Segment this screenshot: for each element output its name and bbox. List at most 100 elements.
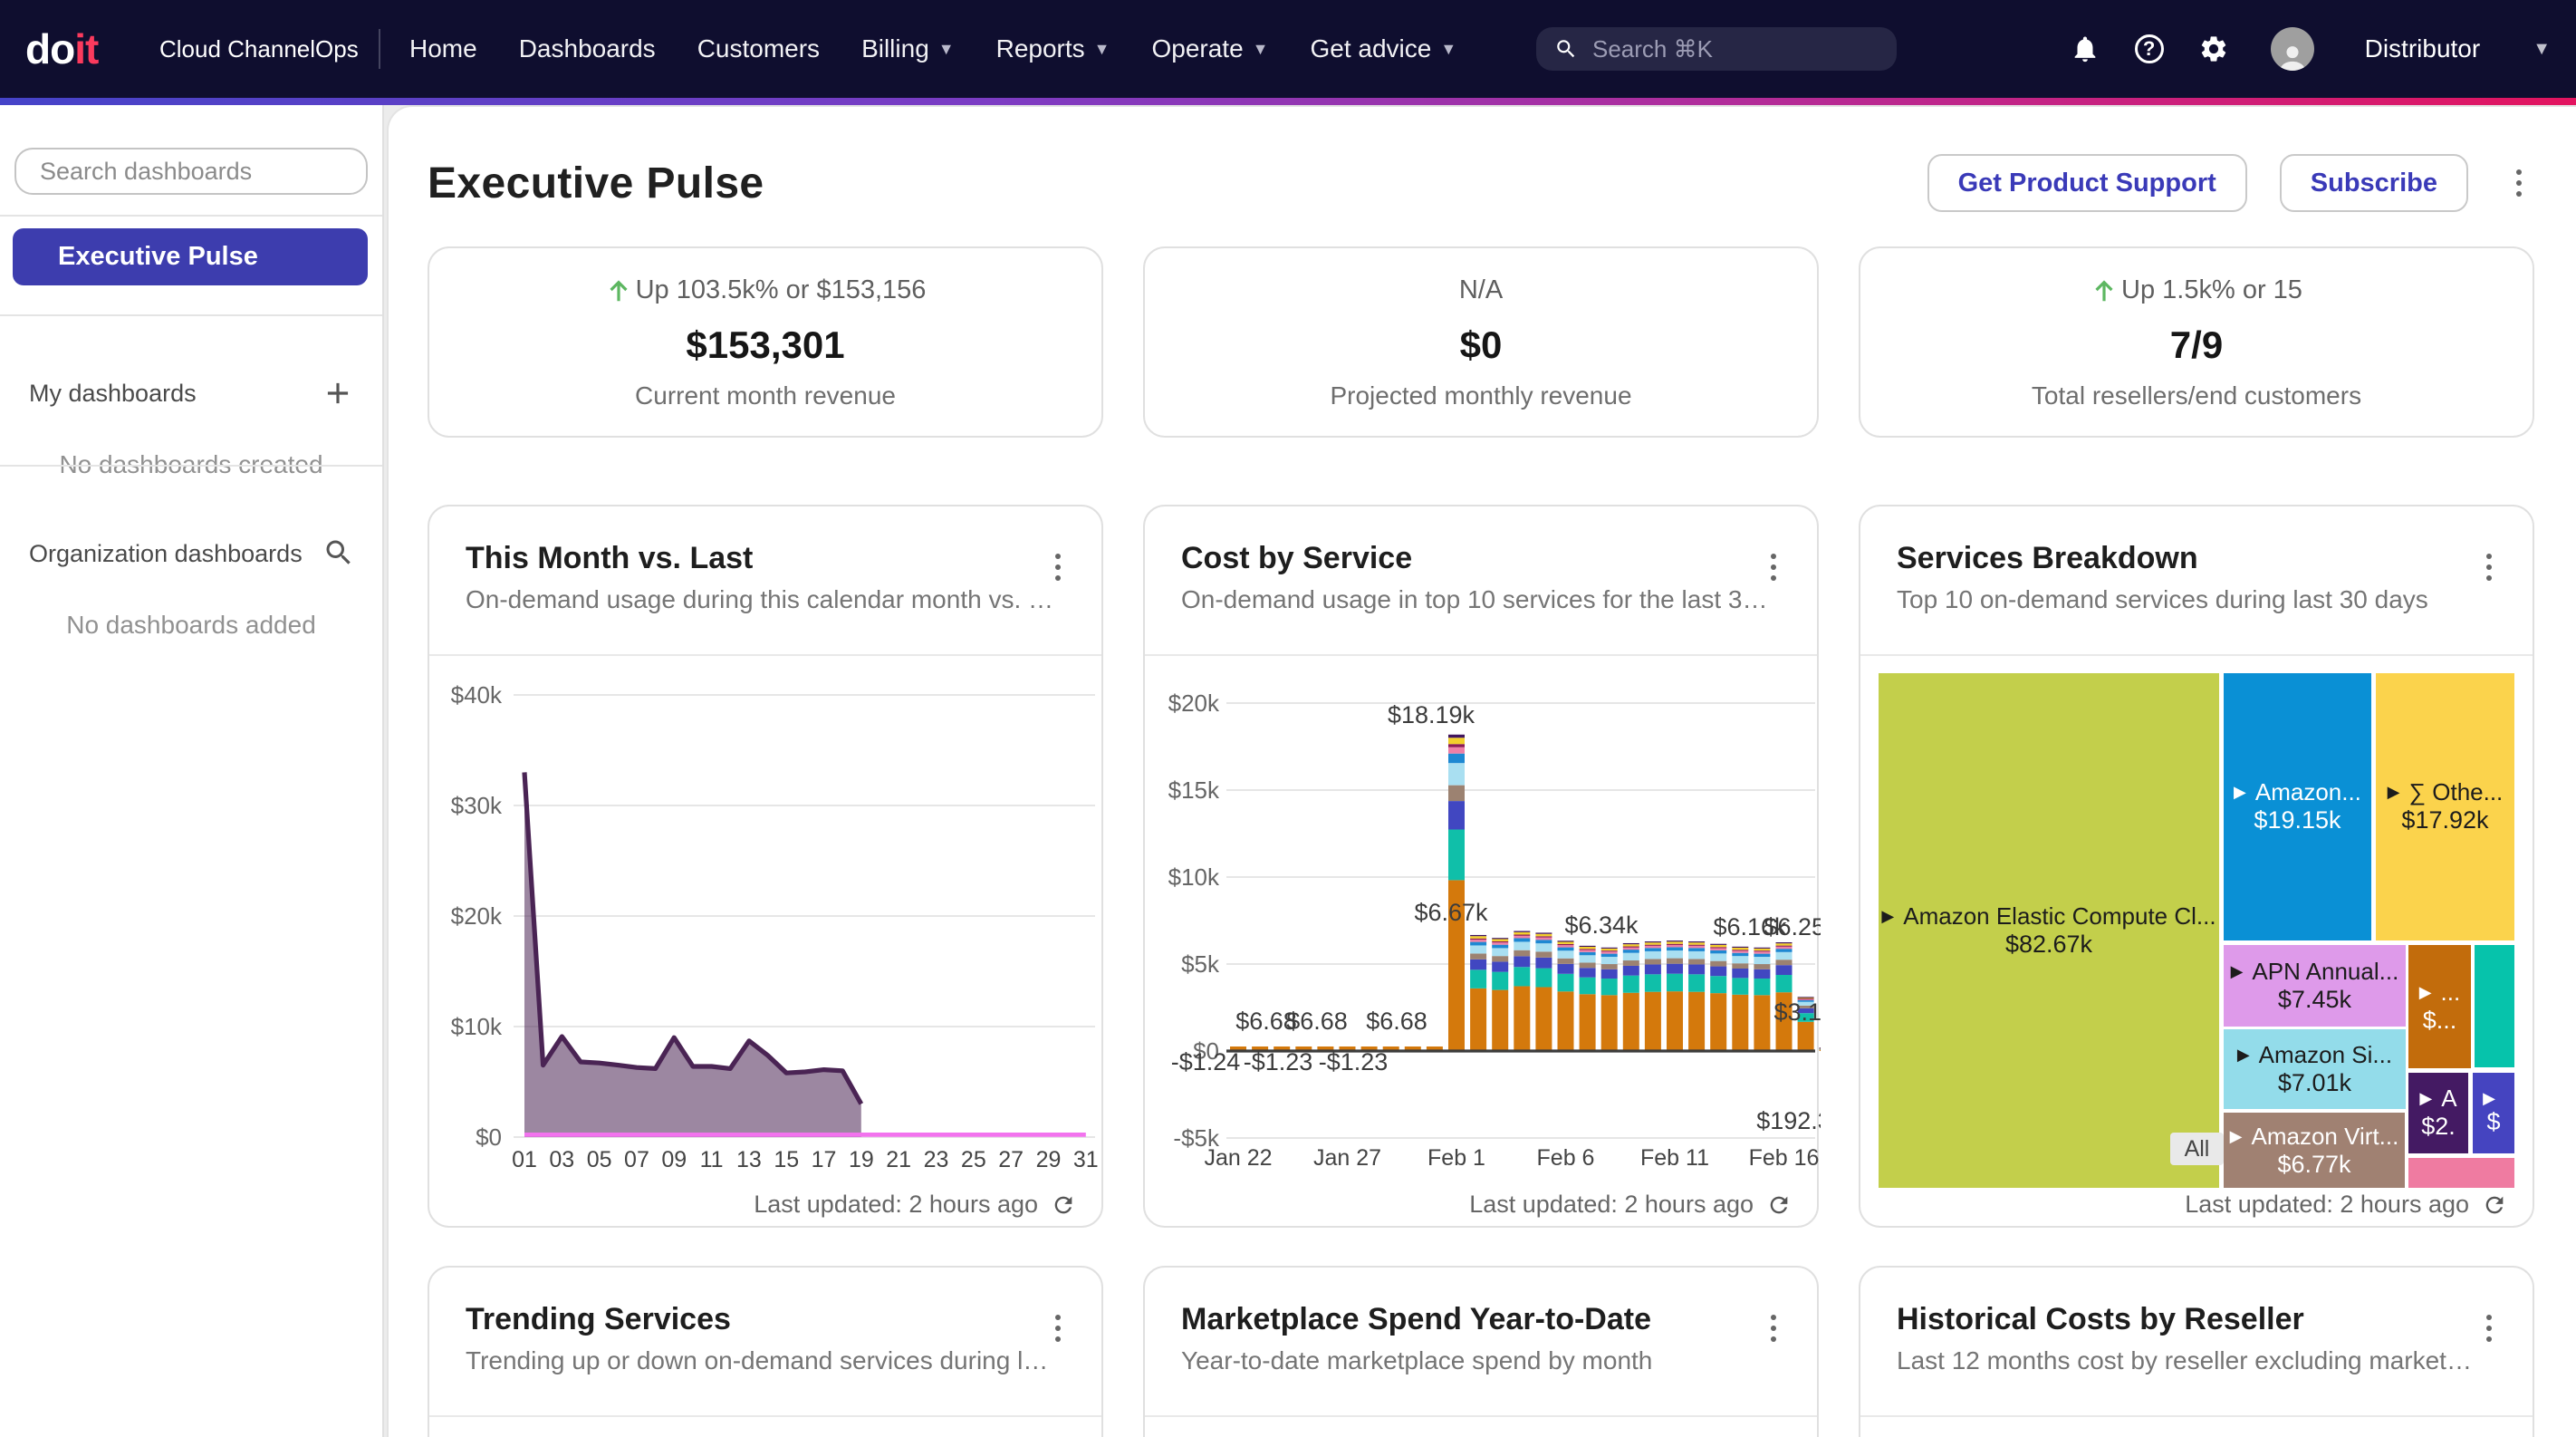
bottom-card-0: Trending Services Trending up or down on-… [428,1266,1103,1437]
svg-text:$6.16k: $6.16k [1713,913,1787,940]
svg-text:-$5k: -$5k [1173,1124,1220,1152]
treemap-tile-2[interactable]: ▶ ∑ Othe... $17.92k [2372,670,2517,943]
expand-triangle-icon: ▶ [2229,1126,2243,1145]
svg-text:$30k: $30k [451,792,503,819]
navbar-divider [379,29,380,69]
nav-item-home[interactable]: Home [409,34,477,63]
kpi-card-1: N/A $0 Projected monthly revenue [1143,246,1819,438]
sidebar-item-executive-pulse[interactable]: Executive Pulse [13,228,368,285]
card-more-options-icon[interactable] [1759,554,1788,582]
bottom-card-2: Historical Costs by Reseller Last 12 mont… [1859,1266,2534,1437]
chart-card-cost-by-service: Cost by Service On-demand usage in top 10… [1143,505,1846,1228]
treemap-tile-9[interactable]: ▶ $ [2470,1069,2517,1156]
treemap-tile-10[interactable] [2405,1154,2517,1191]
nav-item-operate[interactable]: Operate ▼ [1151,34,1269,63]
dashboards-sidebar: Search dashboards Executive Pulse My das… [0,105,384,1437]
stacked-bar-chart: -$5k $0 $5k $10k $15k $20k Jan 22 Jan 27 Feb 1 Fe… [1168,690,1846,1171]
nav-item-get-advice[interactable]: Get advice ▼ [1310,34,1457,63]
card-more-options-icon[interactable] [1043,1315,1072,1343]
treemap-all-button[interactable]: All [2170,1133,2224,1165]
treemap-tile-7[interactable] [2471,941,2517,1071]
last-updated-text: Last updated: 2 hours ago [754,1191,1038,1218]
card-title: Trending Services [466,1302,731,1336]
user-avatar[interactable] [2270,27,2314,71]
nav-item-dashboards[interactable]: Dashboards [518,34,656,63]
services-treemap: ▶ Amazon Elastic Compute Cl... $82.67k ▶ Ama… [1876,670,2517,1191]
expand-triangle-icon: ▶ [2234,783,2246,802]
card-more-options-icon[interactable] [2475,554,2504,582]
treemap-tile-6[interactable]: ▶... $... [2406,941,2474,1071]
svg-text:Feb 11: Feb 11 [1640,1145,1709,1171]
treemap-tile-5[interactable]: ▶ Amazon Virt... $6.77k [2220,1110,2408,1191]
main-panel: Executive Pulse Get Product Support Subs… [387,105,2576,1437]
card-more-options-icon[interactable] [1759,1315,1788,1343]
settings-gear-icon[interactable] [2198,34,2229,64]
svg-text:$40k: $40k [451,681,503,709]
svg-text:25: 25 [961,1147,986,1172]
card-more-options-icon[interactable] [2475,1315,2504,1343]
svg-text:$192.32: $192.32 [1756,1107,1821,1134]
svg-text:17: 17 [812,1147,837,1172]
account-switcher[interactable]: Distributor [2364,34,2481,63]
refresh-icon[interactable] [1766,1192,1792,1218]
global-search-input[interactable]: Search ⌘K [1536,27,1897,71]
svg-text:$18.19k: $18.19k [1388,701,1475,728]
last-updated-text: Last updated: 2 hours ago [2185,1191,2469,1218]
notifications-bell-icon[interactable] [2070,34,2100,64]
refresh-icon[interactable] [2482,1192,2507,1218]
svg-text:07: 07 [624,1147,649,1172]
chevron-down-icon: ▼ [1252,39,1269,58]
svg-text:03: 03 [549,1147,574,1172]
card-title: Marketplace Spend Year-to-Date [1181,1302,1651,1336]
expand-triangle-icon: ▶ [2230,962,2244,981]
kpi-delta: Up 103.5k% or $153,156 [635,275,927,304]
svg-text:$15k: $15k [1168,776,1220,804]
subscribe-button[interactable]: Subscribe [2279,154,2468,212]
treemap-tile-0[interactable]: ▶ Amazon Elastic Compute Cl... $82.67k [1876,670,2222,1191]
nav-item-billing[interactable]: Billing ▼ [861,34,955,63]
sidebar-section-my-dashboards: My dashboards [29,380,197,407]
nav-item-reports[interactable]: Reports ▼ [995,34,1110,63]
chevron-down-icon: ▼ [1440,39,1457,58]
area-chart: $0 $10k $20k $30k $40k 01 03 05 07 09 11 13 15 17 19 21… [451,681,1099,1172]
kpi-value: $0 [1459,323,1503,366]
svg-text:11: 11 [700,1147,724,1172]
svg-text:-$1.23: -$1.23 [1319,1048,1389,1075]
card-more-options-icon[interactable] [1043,554,1072,582]
plus-icon[interactable] [321,376,355,418]
svg-text:$20k: $20k [451,902,503,930]
sidebar-empty-state: No dashboards added [66,611,316,639]
chevron-down-icon[interactable]: ▼ [2533,38,2551,59]
sidebar-search-input[interactable]: Search dashboards [14,148,368,195]
svg-text:$10k: $10k [1168,863,1220,891]
treemap-tile-3[interactable]: ▶ APN Annual... $7.45k [2220,941,2408,1030]
svg-text:$0: $0 [476,1124,502,1151]
card-title: Services Breakdown [1897,541,2198,575]
product-name: Cloud ChannelOps [159,34,359,63]
chart-card-services-breakdown: Services Breakdown Top 10 on-demand servi… [1859,505,2534,1228]
svg-text:21: 21 [886,1147,911,1172]
svg-text:$3.11k: $3.11k [1773,998,1821,1026]
svg-text:19: 19 [849,1147,874,1172]
doit-logo[interactable]: do it [25,25,99,72]
card-subtitle: Trending up or down on-demand services d… [466,1346,1049,1374]
treemap-tile-1[interactable]: ▶ Amazon... $19.15k [2220,670,2374,943]
card-subtitle: Top 10 on-demand services during last 30… [1897,585,2428,613]
svg-text:Jan 27: Jan 27 [1313,1145,1381,1171]
treemap-tile-4[interactable]: ▶ Amazon Si... $7.01k [2220,1027,2408,1113]
svg-text:01: 01 [512,1147,537,1172]
search-icon [1557,40,1575,58]
svg-text:$6.68: $6.68 [1286,1008,1348,1035]
help-icon[interactable]: ? [2134,34,2164,63]
svg-text:$5k: $5k [1181,950,1220,978]
up-arrow-icon [2095,279,2113,301]
page-more-options-icon[interactable] [2504,169,2533,198]
search-icon[interactable] [322,536,355,576]
get-product-support-button[interactable]: Get Product Support [1927,154,2247,212]
navbar-menu: Home Dashboards Customers Billing ▼ Reports ▼ O… [409,0,1456,98]
card-subtitle: On-demand usage during this calendar mon… [466,585,1054,613]
nav-item-customers[interactable]: Customers [697,34,821,63]
treemap-tile-8[interactable]: ▶ A $2. [2405,1069,2471,1156]
refresh-icon[interactable] [1051,1192,1076,1218]
kpi-delta: Up 1.5k% or 15 [2121,275,2302,304]
